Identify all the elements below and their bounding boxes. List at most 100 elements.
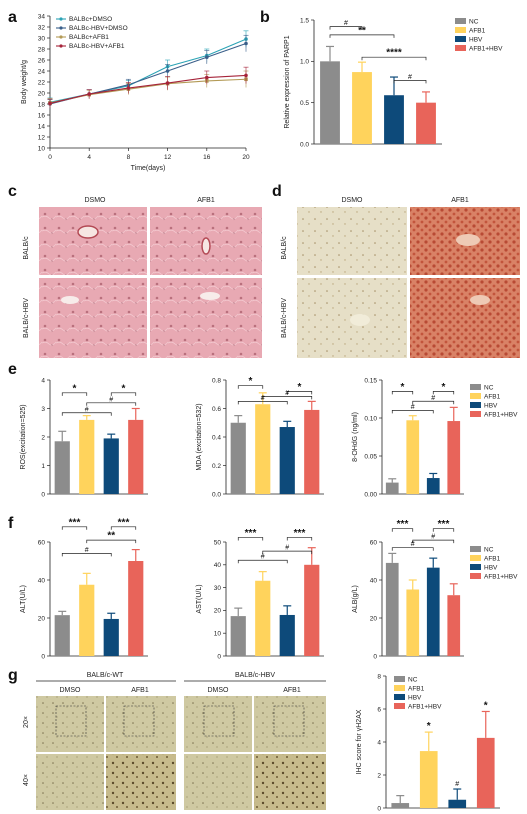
legend-swatch: [394, 694, 405, 700]
x-tick-label: 16: [203, 154, 211, 161]
data-point: [165, 81, 170, 85]
sig-label: *: [73, 383, 77, 394]
sig-bracket: [237, 537, 264, 541]
y-tick-label: 24: [38, 68, 46, 75]
bar-hbv: [103, 618, 119, 656]
y-tick-label: 34: [38, 13, 46, 20]
x-tick-label: 0: [48, 154, 52, 161]
sig-bracket: [391, 547, 434, 551]
legend-label: NC: [469, 19, 479, 26]
sig-bracket: [361, 56, 427, 61]
y-tick-label: 10: [38, 145, 46, 152]
x-axis-label: Time(days): [131, 165, 166, 172]
data-point: [205, 75, 209, 80]
sig-bracket: [86, 402, 137, 406]
y-tick-label: 22: [38, 79, 46, 86]
legend-label: AFB1+HBV: [484, 574, 518, 581]
panel-label-a: a: [8, 9, 17, 26]
legend-swatch: [470, 555, 481, 561]
series-line: [49, 78, 247, 104]
bar-hbv: [426, 478, 440, 494]
legend-label: AFB1+HBV: [408, 704, 442, 711]
data-point: [165, 69, 170, 73]
g-col-afb1-2: AFB1: [283, 687, 301, 694]
chart-ihc-score: 0 2 4 6 8 IHC score for γH2AX * # *: [356, 673, 500, 812]
legend-swatch: [394, 703, 405, 709]
panel-label-e: e: [8, 361, 17, 378]
legend-label: AFB1: [469, 28, 486, 35]
y-tick-label: 28: [38, 46, 46, 53]
sig-label: **: [107, 531, 115, 542]
y-tick-label: 0.6: [212, 406, 221, 413]
y-tick-label: 40: [38, 577, 46, 584]
y-tick-label: 30: [38, 35, 46, 42]
d-col-label-dsmo: DSMO: [342, 197, 364, 204]
sig-label: #: [411, 404, 415, 411]
g-col-dmso-2: DMSO: [208, 687, 230, 694]
sig-bracket: [237, 385, 264, 389]
sig-bracket: [61, 392, 88, 396]
sig-bracket: [393, 79, 427, 84]
sig-label: #: [431, 534, 435, 541]
y-tick-label: 26: [38, 57, 46, 64]
y-axis-label: 8-OHdG (ng/ml): [352, 412, 359, 462]
legend-swatch: [470, 564, 481, 570]
sig-label: **: [358, 25, 366, 36]
y-axis-label: MDA (excitation=532): [196, 403, 203, 470]
panel-label-g: g: [8, 667, 18, 684]
g-row-40x: 40×: [23, 774, 30, 786]
y-tick-label: 0: [217, 653, 221, 660]
bar-afb1-hbv: [304, 564, 320, 656]
panel-label-c: c: [8, 183, 17, 200]
y-tick-label: 0.2: [212, 463, 221, 470]
legend-swatch: [470, 402, 481, 408]
sig-bracket: [329, 26, 363, 30]
sig-label: *: [249, 376, 253, 387]
he-balbc-hbv-afb1: [150, 278, 262, 358]
y-axis-label: AST(U/L): [196, 584, 203, 613]
panel-label-d: d: [272, 183, 282, 200]
sig-label: #: [411, 541, 415, 548]
y-tick-label: 0.15: [364, 377, 377, 384]
y-tick-label: 0.00: [364, 491, 377, 498]
chart-ros: 0 1 2 3 4 ROS(excitation=525) * * # #: [20, 377, 148, 498]
sig-label: *: [401, 382, 405, 393]
legend-swatch: [455, 45, 466, 51]
series-line: [49, 42, 247, 105]
sig-label: ***: [69, 517, 81, 528]
sig-label: #: [344, 20, 348, 27]
d-col-label-afb1: AFB1: [451, 197, 469, 204]
y-axis-label: ROS(excitation=525): [20, 404, 27, 469]
sig-label: *: [298, 382, 302, 393]
legend-g: NC AFB1 HBV AFB1+HBV: [394, 676, 442, 711]
sig-bracket: [286, 537, 313, 541]
y-tick-label: 20: [370, 615, 378, 622]
y-tick-label: 0.05: [364, 453, 377, 460]
y-tick-label: 32: [38, 24, 46, 31]
sig-label: #: [285, 390, 289, 397]
legend-swatch: [394, 685, 405, 691]
legend-f: NC AFB1 HBV AFB1+HBV: [470, 546, 518, 581]
bar-afb1: [79, 419, 95, 494]
legend-label: BALBc+DMSO: [69, 16, 112, 23]
sig-label: #: [431, 395, 435, 402]
sig-label: #: [109, 396, 113, 403]
y-tick-label: 0: [41, 653, 45, 660]
sig-bracket: [432, 528, 455, 532]
y-tick-label: 0.4: [212, 434, 221, 441]
y-tick-label: 2: [41, 434, 45, 441]
sig-label: ***: [438, 519, 450, 530]
y-tick-label: 60: [370, 539, 378, 546]
sig-bracket: [432, 391, 455, 395]
legend-swatch: [455, 27, 466, 33]
bar-hbv: [384, 95, 404, 144]
series-line: [49, 74, 247, 104]
legend-label: HBV: [469, 37, 483, 44]
legend-label: BALBc-HBV+DMSO: [69, 25, 128, 32]
sig-label: ***: [294, 528, 306, 539]
sig-bracket: [391, 410, 434, 414]
chart-body-weight: 10 12 14 16 18 20 22 24 26 28 30 32 34 0 4 8 12 16 20 Time(…: [21, 13, 250, 172]
sig-bracket: [61, 553, 112, 557]
